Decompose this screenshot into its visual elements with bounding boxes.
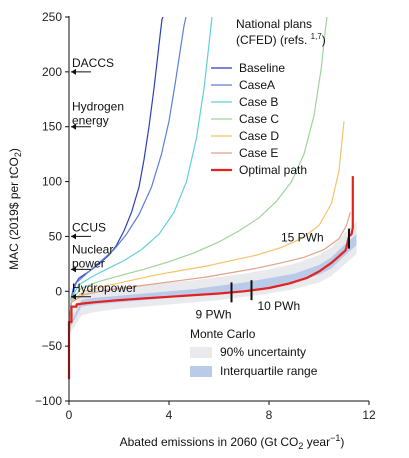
- y-tick-label: 100: [42, 175, 62, 189]
- annotation-label: Nuclear: [72, 242, 113, 256]
- y-tick-label: −100: [35, 394, 62, 408]
- annotation-label: Hydrogen: [72, 100, 124, 114]
- annotation-arrow-head: [71, 266, 76, 273]
- pwh-marker-label: 9 PWh: [196, 307, 232, 321]
- series-lines: [67, 16, 354, 380]
- y-tick-label: −50: [42, 339, 63, 353]
- annotation-label: CCUS: [72, 220, 106, 234]
- annotation-arrow-head: [71, 233, 76, 240]
- series-line-baseline: [68, 16, 164, 341]
- pwh-marker-label: 15 PWh: [281, 231, 324, 245]
- y-tick-label: 200: [42, 65, 62, 79]
- annotation-label-line2: power: [72, 256, 105, 270]
- monte-carlo-legend: Monte Carlo 90% uncertainty Interquartil…: [190, 327, 318, 378]
- iqr-label: Interquartile range: [220, 364, 318, 378]
- legend-label: Case C: [239, 112, 279, 126]
- legend-items: Baseline CaseA Case B Case C Case D Case E Opt…: [211, 61, 307, 177]
- annotation-arrow-head: [71, 68, 76, 75]
- monte-carlo-title: Monte Carlo: [190, 327, 256, 341]
- legend-label: Optimal path: [239, 163, 307, 177]
- x-axis-title: Abated emissions in 2060 (Gt CO2 year−1): [120, 433, 345, 451]
- legend: National plans (CFED) (refs. 1,7) Baseli…: [211, 17, 326, 177]
- national-plans-label-refs: (CFED) (refs. 1,7): [236, 32, 326, 47]
- band-90-uncertainty: [69, 221, 357, 336]
- y-tick-label: 0: [55, 284, 62, 298]
- monte-carlo-bands: [69, 221, 357, 336]
- legend-label: Baseline: [239, 61, 285, 75]
- legend-label: Case B: [239, 95, 278, 109]
- y-tick-label: 250: [42, 10, 62, 24]
- annotation-arrow-head: [71, 293, 76, 300]
- y-axis-title: MAC (2019$ per tCO2): [7, 148, 23, 270]
- series-line-case-d: [68, 121, 345, 336]
- iqr-swatch: [190, 366, 212, 377]
- band90-swatch: [190, 347, 212, 358]
- annotation-label: DACCS: [72, 56, 114, 70]
- x-tick-label: 8: [266, 408, 273, 422]
- legend-label: Case D: [239, 129, 279, 143]
- band90-label: 90% uncertainty: [220, 345, 306, 359]
- x-tick-label: 12: [362, 408, 376, 422]
- national-plans-label: National plans: [236, 17, 312, 31]
- pwh-marker-label: 10 PWh: [258, 299, 301, 313]
- axes: −100 −50 0 50 100 150 200 250 0 4 8 12: [35, 10, 376, 422]
- x-tick-label: 0: [66, 408, 73, 422]
- annotation-label: Hydropower: [72, 281, 137, 295]
- series-line-casea: [68, 16, 187, 336]
- x-tick-label: 4: [166, 408, 173, 422]
- series-line-case-b: [68, 16, 213, 336]
- series-line-case-e: [68, 212, 351, 336]
- pwh-markers: 9 PWh 10 PWh 15 PWh: [196, 228, 350, 321]
- series-line-case-c: [68, 16, 328, 336]
- y-tick-label: 150: [42, 120, 62, 134]
- annotation-arrow-head: [71, 123, 76, 130]
- legend-label: CaseA: [239, 78, 275, 92]
- y-tick-label: 50: [49, 229, 63, 243]
- annotation-label-line2: energy: [72, 114, 109, 128]
- legend-label: Case E: [239, 146, 278, 160]
